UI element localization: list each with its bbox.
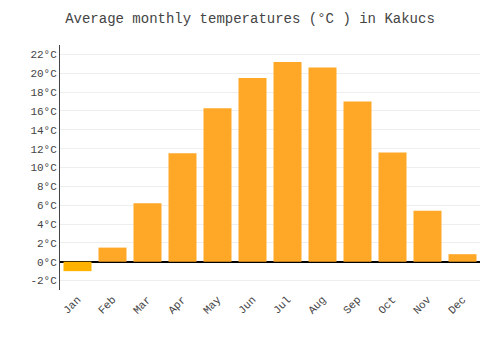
svg-text:4°C: 4°C — [37, 219, 57, 231]
svg-text:Sep: Sep — [341, 294, 363, 316]
svg-text:Jan: Jan — [61, 294, 83, 316]
svg-text:6°C: 6°C — [37, 200, 57, 212]
svg-text:May: May — [201, 294, 224, 317]
svg-text:-2°C: -2°C — [30, 275, 57, 287]
svg-text:14°C: 14°C — [30, 125, 57, 137]
svg-text:22°C: 22°C — [30, 49, 57, 61]
svg-text:Aug: Aug — [306, 294, 328, 316]
svg-text:12°C: 12°C — [30, 144, 57, 156]
svg-text:Average monthly temperatures (: Average monthly temperatures (°C ) in Ka… — [65, 11, 435, 27]
svg-text:Apr: Apr — [166, 294, 188, 316]
svg-text:Jun: Jun — [236, 294, 258, 316]
svg-text:Jul: Jul — [271, 294, 293, 316]
svg-text:Nov: Nov — [411, 294, 434, 317]
svg-text:Feb: Feb — [96, 294, 118, 316]
svg-text:Mar: Mar — [131, 294, 153, 316]
svg-text:20°C: 20°C — [30, 68, 57, 80]
svg-text:16°C: 16°C — [30, 106, 57, 118]
svg-text:2°C: 2°C — [37, 238, 57, 250]
svg-text:10°C: 10°C — [30, 162, 57, 174]
svg-text:Oct: Oct — [376, 294, 398, 316]
svg-text:18°C: 18°C — [30, 87, 57, 99]
svg-text:8°C: 8°C — [37, 181, 57, 193]
svg-text:Dec: Dec — [446, 294, 468, 316]
svg-text:0°C: 0°C — [37, 257, 57, 269]
